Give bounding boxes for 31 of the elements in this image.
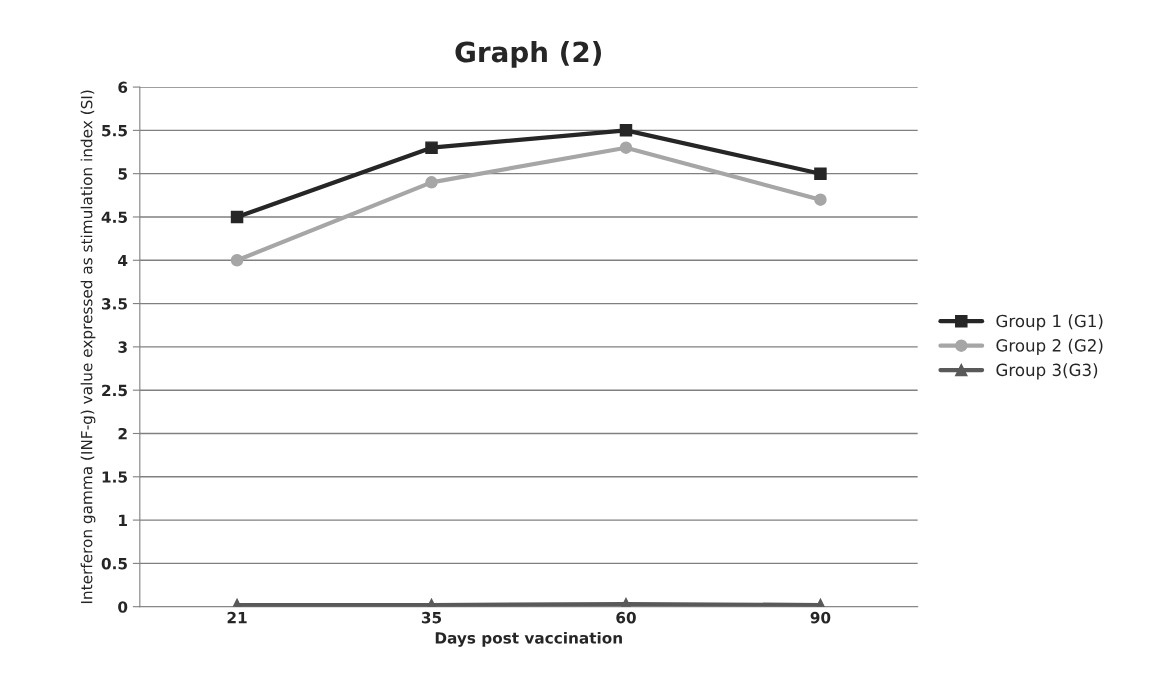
y-axis-title: Interferon gamma (INF-g) value expressed as stimulation index (SI) — [80, 90, 96, 604]
y-tick-label: 1 — [119, 514, 127, 526]
y-tick-label: 5 — [118, 168, 127, 180]
y-tick-label: 0 — [118, 601, 128, 613]
legend-label: Group 2 (G2) — [996, 338, 1103, 355]
y-tick-label: 0.5 — [101, 557, 127, 570]
y-tick-label: 2 — [118, 427, 127, 440]
chart-title: Graph (2) — [455, 40, 602, 68]
point — [619, 124, 633, 137]
y-tick-label: 6 — [118, 81, 128, 94]
point — [230, 254, 244, 267]
x-tick-label: 35 — [421, 611, 442, 624]
x-tick-label: 21 — [227, 611, 247, 624]
point — [814, 167, 827, 180]
point — [814, 193, 827, 206]
y-tick-label: 1.5 — [102, 471, 127, 483]
point — [619, 141, 633, 154]
legend-label: Group 1 (G1) — [996, 314, 1103, 331]
point — [230, 210, 244, 224]
y-tick-label: 4 — [118, 254, 128, 267]
x-tick-label: 90 — [810, 611, 831, 624]
y-tick-label: 4.5 — [101, 211, 127, 223]
y-tick-label: 5.5 — [102, 125, 127, 137]
x-tick-label: 60 — [616, 611, 636, 624]
point — [425, 176, 438, 189]
y-tick-label: 3 — [118, 341, 127, 353]
y-tick-label: 3.5 — [101, 298, 127, 310]
y-tick-label: 2.5 — [102, 384, 127, 397]
legend-label: Group 3(G3) — [996, 363, 1098, 380]
x-axis-title: Days post vaccination — [435, 631, 622, 647]
point — [425, 141, 438, 154]
